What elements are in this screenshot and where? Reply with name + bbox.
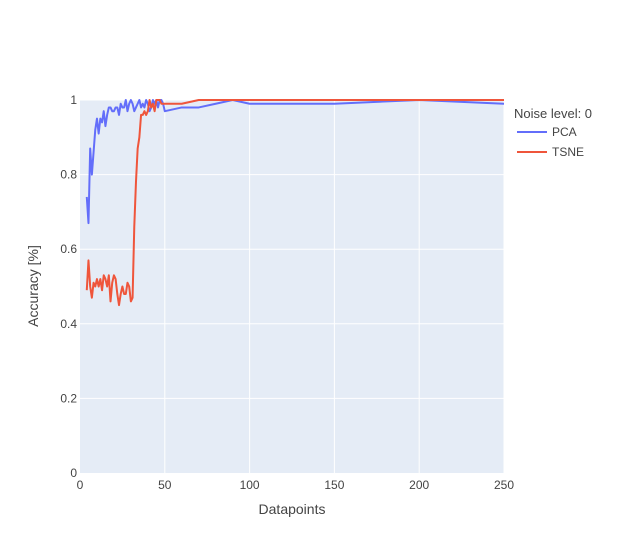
y-tick-label: 0 bbox=[70, 466, 77, 480]
x-tick-label: 50 bbox=[158, 478, 172, 492]
legend: Noise level: 0 PCA TSNE bbox=[514, 106, 592, 159]
y-tick-label: 0.4 bbox=[60, 317, 77, 331]
legend-label-pca: PCA bbox=[552, 125, 577, 139]
y-tick-label: 0.6 bbox=[60, 242, 77, 256]
series-lines bbox=[85, 99, 505, 307]
y-tick-label: 1 bbox=[70, 93, 77, 107]
y-tick-label: 0.2 bbox=[60, 391, 77, 405]
x-tick-label: 200 bbox=[409, 478, 429, 492]
x-tick-label: 100 bbox=[240, 478, 260, 492]
x-axis-ticks: 0 50 100 150 200 250 bbox=[77, 478, 515, 492]
plot-area bbox=[80, 100, 504, 473]
series-line-tsne bbox=[85, 99, 504, 307]
y-axis-ticks: 0 0.2 0.4 0.6 0.8 1 bbox=[60, 93, 77, 480]
y-axis-title: Accuracy [%] bbox=[25, 245, 41, 327]
legend-items: PCA TSNE bbox=[517, 125, 584, 159]
legend-title: Noise level: 0 bbox=[514, 106, 592, 121]
x-axis-title: Datapoints bbox=[259, 501, 326, 517]
x-tick-label: 250 bbox=[494, 478, 514, 492]
y-tick-label: 0.8 bbox=[60, 168, 77, 182]
x-tick-label: 150 bbox=[324, 478, 344, 492]
x-tick-label: 0 bbox=[77, 478, 84, 492]
legend-label-tsne: TSNE bbox=[552, 145, 584, 159]
